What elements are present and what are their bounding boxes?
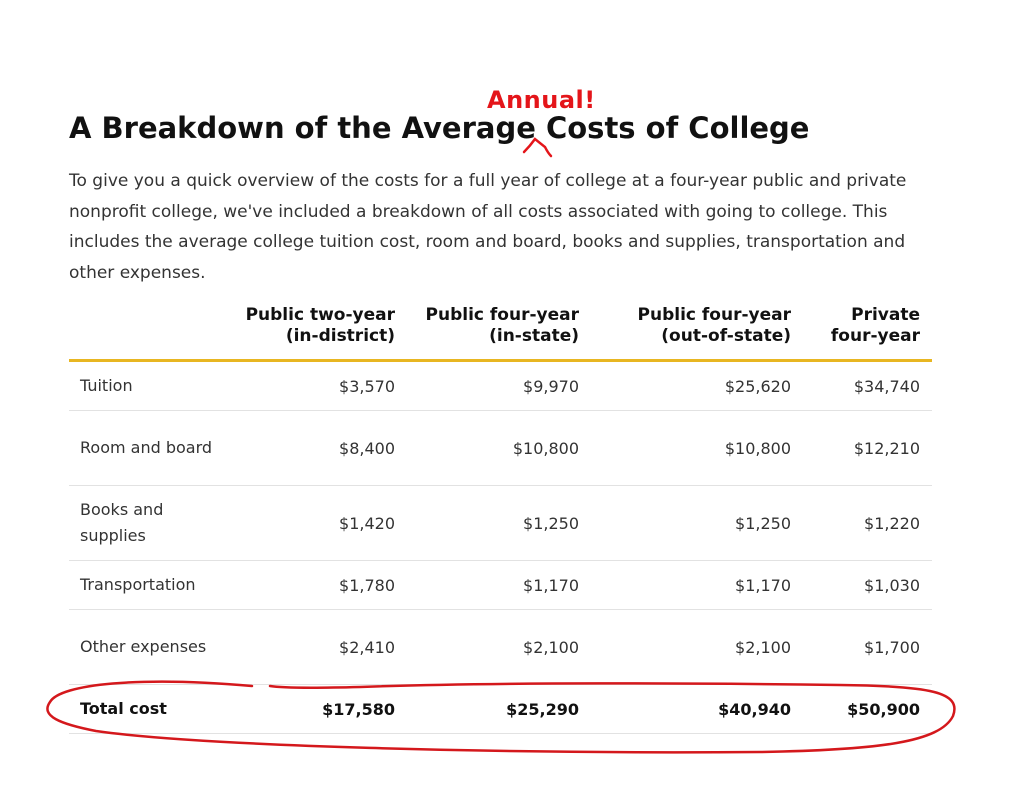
- row-label: Transportation: [69, 560, 232, 610]
- header-private-four-year: Private four-year: [803, 305, 932, 362]
- header-line: four-year: [830, 326, 920, 346]
- cell-value: $1,420: [232, 485, 407, 561]
- cell-value: $1,220: [803, 485, 932, 561]
- annual-annotation: Annual!: [487, 86, 596, 114]
- cell-value: $2,100: [591, 609, 803, 685]
- cost-breakdown-table: Public two-year (in-district) Public fou…: [69, 305, 932, 734]
- header-line: Public four-year: [637, 305, 791, 325]
- table-row: Books and supplies $1,420 $1,250 $1,250 …: [69, 485, 932, 561]
- table-row: Transportation $1,780 $1,170 $1,170 $1,0…: [69, 560, 932, 610]
- intro-paragraph: To give you a quick overview of the cost…: [69, 171, 907, 283]
- header-public-two-year: Public two-year (in-district): [232, 305, 407, 362]
- header-line: Private: [851, 305, 920, 325]
- page-title: A Breakdown of the Average Costs of Coll…: [69, 111, 810, 145]
- cell-value: $1,170: [591, 560, 803, 610]
- cell-value: $2,410: [232, 609, 407, 685]
- cell-value: $1,030: [803, 560, 932, 610]
- total-row: Total cost $17,580 $25,290 $40,940 $50,9…: [69, 684, 932, 734]
- total-value: $17,580: [232, 684, 407, 734]
- total-value: $40,940: [591, 684, 803, 734]
- table-row: Tuition $3,570 $9,970 $25,620 $34,740: [69, 360, 932, 411]
- header-public-four-year-out-of-state: Public four-year (out-of-state): [591, 305, 803, 362]
- cell-value: $1,170: [407, 560, 591, 610]
- cell-value: $8,400: [232, 410, 407, 486]
- cell-value: $3,570: [232, 360, 407, 411]
- cell-value: $1,700: [803, 609, 932, 685]
- cell-value: $1,250: [591, 485, 803, 561]
- header-line: Public two-year: [245, 305, 395, 325]
- header-line: Public four-year: [425, 305, 579, 325]
- row-label: Books and supplies: [69, 485, 232, 561]
- total-value: $25,290: [407, 684, 591, 734]
- cell-value: $1,250: [407, 485, 591, 561]
- header-blank-cell: [69, 305, 232, 362]
- cell-value: $34,740: [803, 360, 932, 411]
- cell-value: $1,780: [232, 560, 407, 610]
- table-row: Room and board $8,400 $10,800 $10,800 $1…: [69, 410, 932, 486]
- row-label: Other expenses: [69, 609, 232, 685]
- header-line: (out-of-state): [661, 326, 791, 346]
- header-line: (in-district): [285, 326, 395, 346]
- cell-value: $25,620: [591, 360, 803, 411]
- total-value: $50,900: [803, 684, 932, 734]
- total-label: Total cost: [69, 684, 232, 734]
- cell-value: $12,210: [803, 410, 932, 486]
- cell-value: $10,800: [591, 410, 803, 486]
- row-label: Room and board: [69, 410, 232, 486]
- cell-value: $9,970: [407, 360, 591, 411]
- header-line: (in-state): [489, 326, 579, 346]
- cell-value: $2,100: [407, 609, 591, 685]
- table-header-row: Public two-year (in-district) Public fou…: [69, 305, 932, 362]
- row-label: Tuition: [69, 360, 232, 411]
- table-row: Other expenses $2,410 $2,100 $2,100 $1,7…: [69, 609, 932, 685]
- cell-value: $10,800: [407, 410, 591, 486]
- header-public-four-year-in-state: Public four-year (in-state): [407, 305, 591, 362]
